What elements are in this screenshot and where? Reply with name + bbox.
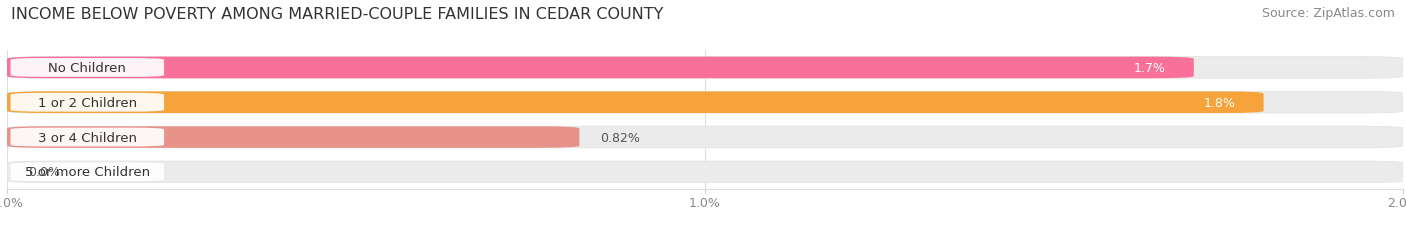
FancyBboxPatch shape xyxy=(10,163,165,182)
FancyBboxPatch shape xyxy=(7,127,579,148)
FancyBboxPatch shape xyxy=(7,127,1403,148)
Text: 1 or 2 Children: 1 or 2 Children xyxy=(38,96,136,109)
Text: 5 or more Children: 5 or more Children xyxy=(25,166,150,179)
Text: 0.0%: 0.0% xyxy=(28,166,60,179)
Text: 0.82%: 0.82% xyxy=(600,131,640,144)
FancyBboxPatch shape xyxy=(10,93,165,112)
FancyBboxPatch shape xyxy=(7,58,1403,79)
FancyBboxPatch shape xyxy=(7,92,1403,113)
FancyBboxPatch shape xyxy=(10,59,165,77)
FancyBboxPatch shape xyxy=(10,128,165,147)
Text: Source: ZipAtlas.com: Source: ZipAtlas.com xyxy=(1261,7,1395,20)
Text: No Children: No Children xyxy=(48,62,127,75)
FancyBboxPatch shape xyxy=(7,92,1264,113)
Text: 1.7%: 1.7% xyxy=(1135,62,1166,75)
Text: 3 or 4 Children: 3 or 4 Children xyxy=(38,131,136,144)
FancyBboxPatch shape xyxy=(7,161,1403,183)
Text: 1.8%: 1.8% xyxy=(1204,96,1236,109)
Text: INCOME BELOW POVERTY AMONG MARRIED-COUPLE FAMILIES IN CEDAR COUNTY: INCOME BELOW POVERTY AMONG MARRIED-COUPL… xyxy=(11,7,664,22)
FancyBboxPatch shape xyxy=(7,58,1194,79)
